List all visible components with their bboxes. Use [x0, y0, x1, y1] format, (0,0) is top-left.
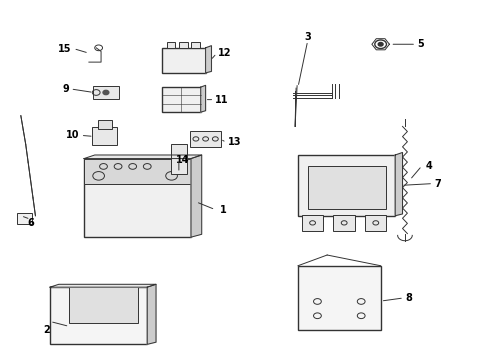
FancyBboxPatch shape: [307, 166, 385, 208]
Polygon shape: [84, 155, 201, 158]
FancyBboxPatch shape: [297, 266, 380, 330]
FancyBboxPatch shape: [84, 158, 191, 184]
FancyBboxPatch shape: [170, 144, 187, 174]
FancyBboxPatch shape: [84, 158, 191, 237]
FancyBboxPatch shape: [179, 42, 187, 48]
FancyBboxPatch shape: [98, 120, 112, 129]
FancyBboxPatch shape: [18, 213, 31, 224]
Polygon shape: [50, 284, 156, 287]
Text: 13: 13: [227, 138, 241, 148]
Text: 11: 11: [215, 95, 228, 105]
FancyBboxPatch shape: [166, 42, 175, 48]
Text: 12: 12: [217, 48, 231, 58]
Text: 6: 6: [27, 218, 34, 228]
Circle shape: [103, 90, 109, 95]
Polygon shape: [205, 46, 211, 73]
Text: 2: 2: [43, 325, 50, 335]
Circle shape: [377, 42, 382, 46]
Text: 1: 1: [220, 206, 226, 215]
FancyBboxPatch shape: [190, 131, 221, 147]
Text: 15: 15: [58, 44, 72, 54]
FancyBboxPatch shape: [92, 127, 117, 145]
FancyBboxPatch shape: [191, 42, 200, 48]
FancyBboxPatch shape: [333, 215, 354, 231]
Text: 5: 5: [416, 39, 423, 49]
FancyBboxPatch shape: [301, 215, 323, 231]
Text: 7: 7: [433, 179, 440, 189]
Text: 4: 4: [425, 161, 432, 171]
FancyBboxPatch shape: [69, 284, 137, 323]
Text: 10: 10: [65, 130, 79, 140]
Polygon shape: [394, 153, 402, 216]
Text: 3: 3: [304, 32, 310, 42]
FancyBboxPatch shape: [162, 48, 205, 73]
FancyBboxPatch shape: [93, 86, 119, 99]
FancyBboxPatch shape: [297, 155, 394, 216]
Polygon shape: [201, 85, 205, 112]
Polygon shape: [191, 155, 201, 237]
Text: 14: 14: [176, 156, 189, 165]
FancyBboxPatch shape: [365, 215, 386, 231]
Text: 8: 8: [404, 293, 411, 303]
Polygon shape: [147, 284, 156, 344]
FancyBboxPatch shape: [50, 287, 147, 344]
Text: 9: 9: [62, 84, 69, 94]
FancyBboxPatch shape: [162, 87, 201, 112]
